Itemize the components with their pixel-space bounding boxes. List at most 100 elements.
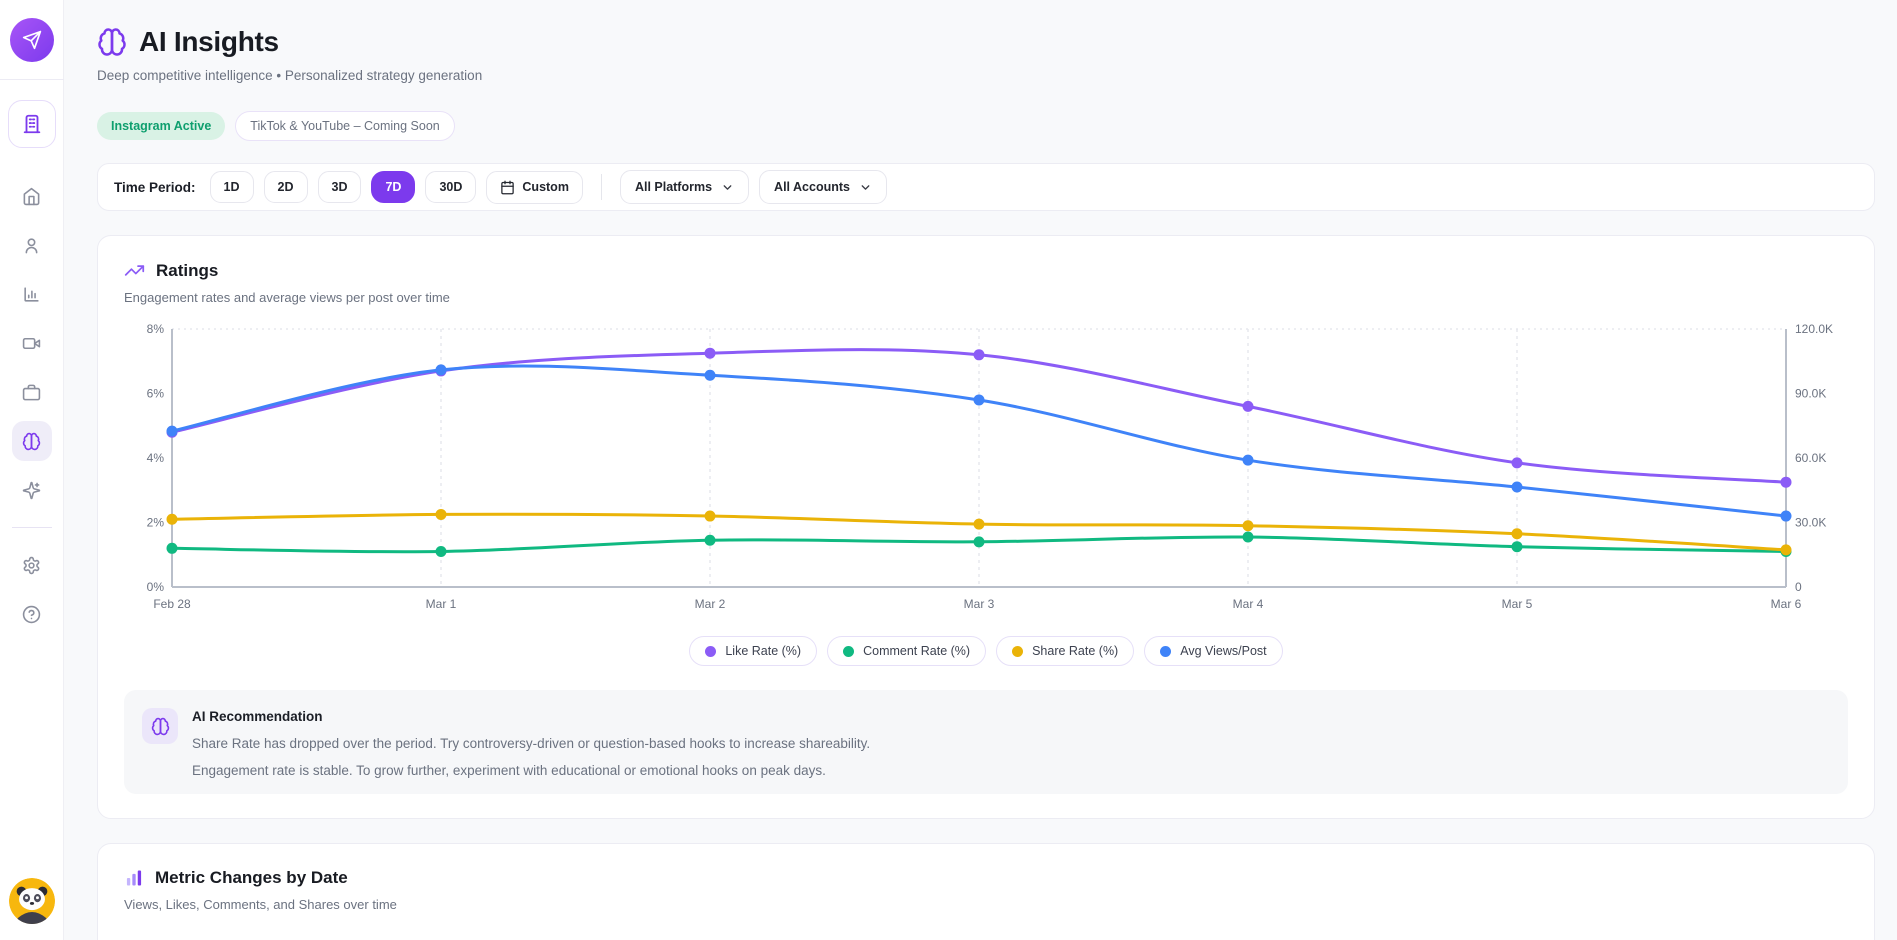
legend-item-like-rate[interactable]: Like Rate (%) bbox=[689, 636, 818, 666]
sidebar-item-sparkles[interactable] bbox=[12, 470, 52, 510]
period-button-7d[interactable]: 7D bbox=[371, 171, 416, 203]
right-axis-tick: 0 bbox=[1795, 580, 1802, 594]
custom-label: Custom bbox=[522, 180, 569, 194]
x-axis-tick: Mar 3 bbox=[964, 597, 995, 611]
briefcase-icon bbox=[22, 383, 41, 402]
legend-label: Share Rate (%) bbox=[1032, 644, 1119, 658]
sidebar-item-analytics[interactable] bbox=[12, 274, 52, 314]
data-point bbox=[704, 369, 716, 381]
sidebar-item-help[interactable] bbox=[12, 594, 52, 634]
data-point bbox=[973, 394, 985, 406]
sidebar-item-ai-insights[interactable] bbox=[11, 421, 52, 461]
metric-changes-card: Metric Changes by Date Views, Likes, Com… bbox=[97, 843, 1875, 940]
video-icon bbox=[22, 334, 41, 353]
sidebar-item-workspace[interactable] bbox=[7, 100, 56, 148]
ratings-card-title: Ratings bbox=[156, 260, 219, 280]
gear-icon bbox=[22, 556, 41, 575]
period-button-1d[interactable]: 1D bbox=[209, 171, 254, 203]
line-chart-canvas: 0% 2% 4% 6% 8% 0 30.0K 60.0K 90.0K 120.0K Feb 28 Ma… bbox=[147, 322, 1833, 611]
ratings-chart: 0% 2% 4% 6% 8% 0 30.0K 60.0K 90.0K 120.0K Feb 28 Ma… bbox=[124, 319, 1848, 626]
trending-up-icon bbox=[124, 260, 145, 281]
ratings-card: Ratings Engagement rates and average vie… bbox=[97, 235, 1875, 819]
help-icon bbox=[22, 605, 41, 624]
legend-item-comment-rate[interactable]: Comment Rate (%) bbox=[827, 636, 987, 666]
metric-changes-subtitle: Views, Likes, Comments, and Shares over … bbox=[124, 897, 397, 912]
sparkles-icon bbox=[22, 481, 41, 500]
data-point bbox=[166, 425, 178, 437]
app-logo[interactable] bbox=[9, 18, 54, 62]
data-point bbox=[1780, 476, 1792, 488]
data-point bbox=[1511, 528, 1523, 540]
x-axis-tick: Mar 5 bbox=[1502, 597, 1533, 611]
left-axis-tick: 0% bbox=[147, 580, 165, 594]
legend-dot bbox=[705, 645, 717, 657]
bar-chart-icon bbox=[124, 868, 144, 888]
main-content: AI Insights Deep competitive intelligenc… bbox=[64, 0, 1897, 940]
period-button-2d[interactable]: 2D bbox=[263, 171, 308, 203]
status-badge-coming-soon: TikTok & YouTube – Coming Soon bbox=[235, 111, 455, 141]
brain-icon bbox=[151, 717, 170, 736]
page-subtitle: Deep competitive intelligence • Personal… bbox=[97, 68, 483, 83]
data-point bbox=[1780, 510, 1792, 522]
bar-chart-icon bbox=[22, 285, 41, 304]
period-button-30d[interactable]: 30D bbox=[425, 171, 477, 203]
building-icon bbox=[21, 113, 43, 135]
left-axis-tick: 6% bbox=[147, 387, 165, 401]
panda-avatar bbox=[9, 878, 55, 924]
right-axis-tick: 120.0K bbox=[1795, 322, 1833, 336]
platforms-dropdown[interactable]: All Platforms bbox=[619, 170, 750, 204]
period-button-3d[interactable]: 3D bbox=[317, 171, 362, 203]
data-point bbox=[973, 536, 985, 548]
chart-legend: Like Rate (%) Comment Rate (%) Share Rat… bbox=[124, 636, 1848, 666]
badges-row: Instagram Active TikTok & YouTube – Comi… bbox=[97, 111, 1875, 141]
accounts-dropdown-value: All Accounts bbox=[774, 180, 850, 194]
ai-recommendation-title: AI Recommendation bbox=[192, 709, 323, 724]
data-point bbox=[435, 364, 447, 376]
page-title: AI Insights bbox=[139, 26, 279, 57]
left-axis-tick: 4% bbox=[147, 451, 165, 465]
sidebar-item-video[interactable] bbox=[12, 323, 52, 363]
legend-item-avg-views[interactable]: Avg Views/Post bbox=[1144, 636, 1283, 666]
ratings-card-subtitle: Engagement rates and average views per p… bbox=[124, 290, 450, 305]
right-axis-tick: 60.0K bbox=[1795, 451, 1826, 465]
custom-period-button[interactable]: Custom bbox=[486, 170, 583, 204]
legend-dot bbox=[843, 645, 855, 657]
legend-dot bbox=[1160, 645, 1172, 657]
sidebar-item-users[interactable] bbox=[12, 225, 52, 265]
right-axis-tick: 90.0K bbox=[1795, 387, 1826, 401]
home-icon bbox=[22, 187, 41, 206]
series-line bbox=[170, 364, 1788, 518]
data-point bbox=[973, 349, 985, 361]
brain-icon bbox=[97, 27, 127, 57]
sidebar-item-briefcase[interactable] bbox=[12, 372, 52, 412]
x-axis-tick: Mar 1 bbox=[426, 597, 457, 611]
sidebar-item-settings[interactable] bbox=[12, 545, 52, 585]
brain-icon bbox=[22, 432, 41, 451]
x-axis-tick: Mar 6 bbox=[1771, 597, 1802, 611]
data-point bbox=[435, 546, 447, 558]
legend-item-share-rate[interactable]: Share Rate (%) bbox=[996, 636, 1135, 666]
x-axis-tick: Feb 28 bbox=[153, 597, 191, 611]
data-point bbox=[1242, 400, 1254, 412]
data-point bbox=[1511, 481, 1523, 493]
legend-label: Comment Rate (%) bbox=[863, 644, 971, 658]
sidebar-item-home[interactable] bbox=[12, 176, 52, 216]
chevron-down-icon bbox=[859, 181, 872, 194]
sidebar-divider bbox=[0, 79, 64, 80]
ai-recommendation-chip bbox=[142, 708, 178, 744]
chevron-down-icon bbox=[721, 181, 734, 194]
data-point bbox=[704, 347, 716, 359]
filter-bar: Time Period: 1D 2D 3D 7D 30D Custom All … bbox=[97, 163, 1875, 211]
accounts-dropdown[interactable]: All Accounts bbox=[759, 170, 887, 204]
data-point bbox=[1511, 541, 1523, 553]
data-point bbox=[166, 542, 178, 554]
user-avatar[interactable] bbox=[9, 878, 55, 924]
legend-dot bbox=[1012, 645, 1024, 657]
filter-separator bbox=[600, 174, 602, 200]
left-axis-tick: 2% bbox=[147, 516, 165, 530]
data-point bbox=[166, 513, 178, 525]
ai-recommendation-line: Engagement rate is stable. To grow furth… bbox=[192, 763, 826, 778]
data-point bbox=[1242, 454, 1254, 466]
left-axis-tick: 8% bbox=[147, 322, 165, 336]
right-axis-tick: 30.0K bbox=[1795, 516, 1826, 530]
